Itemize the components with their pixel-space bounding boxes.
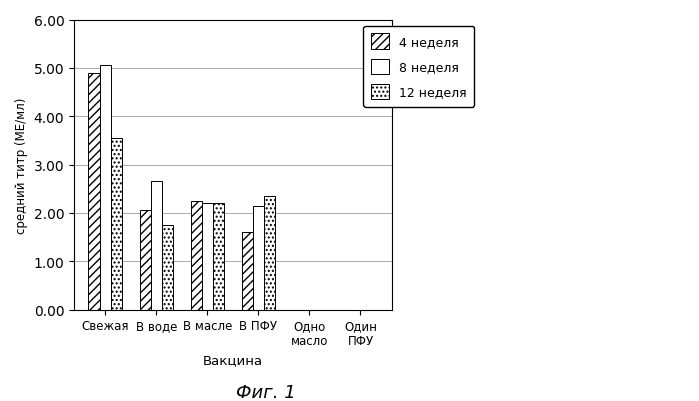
Bar [253,206,264,310]
Bar [191,201,202,310]
Bar [162,225,173,310]
Bar [242,233,253,310]
Bar [140,211,151,310]
Y-axis label: средний титр (МЕ/мл): средний титр (МЕ/мл) [15,97,28,233]
Legend: 4 неделя, 8 неделя, 12 неделя: 4 неделя, 8 неделя, 12 неделя [363,27,475,107]
Bar [111,139,122,310]
Text: Фиг. 1: Фиг. 1 [236,383,296,401]
Bar [202,204,213,310]
Bar [100,66,111,310]
Bar [89,73,100,310]
Bar [264,196,275,310]
Bar [151,182,162,310]
Bar [213,204,224,310]
X-axis label: Вакцина: Вакцина [203,353,263,366]
